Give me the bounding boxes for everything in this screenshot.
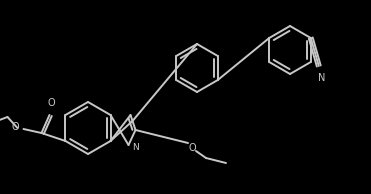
Text: O: O xyxy=(188,143,196,153)
Text: N: N xyxy=(318,73,325,83)
Text: O: O xyxy=(47,98,55,108)
Text: O: O xyxy=(12,122,20,132)
Text: N: N xyxy=(132,143,139,152)
